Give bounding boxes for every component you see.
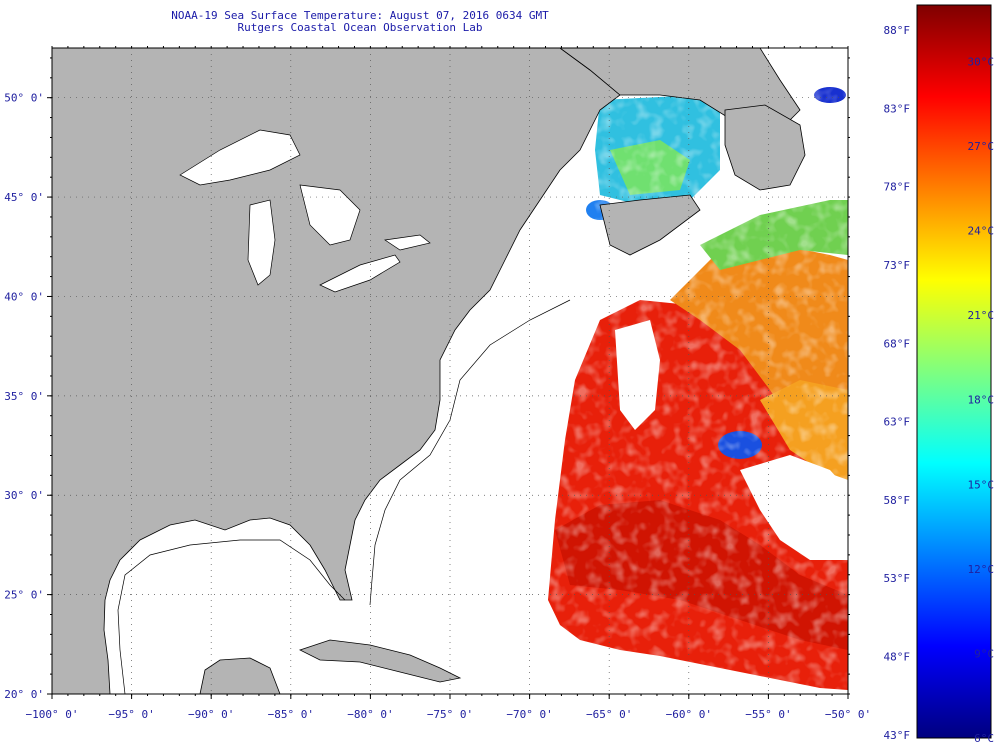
colorbar-c-label: 30°C <box>968 55 995 68</box>
lake-michigan <box>247 199 276 286</box>
lon-tick-label: −65° 0' <box>586 708 632 721</box>
colorbar-f-label: 78°F <box>884 181 911 194</box>
lon-tick-label: −70° 0' <box>506 708 552 721</box>
lon-tick-label: −75° 0' <box>427 708 473 721</box>
land-north-america <box>52 48 621 694</box>
colorbar-celsius-labels: 30°C 27°C 24°C 21°C 18°C 15°C 12°C 9°C 6°C <box>968 55 995 745</box>
lat-tick-label: 25° 0' <box>4 589 44 602</box>
colorbar-f-label: 63°F <box>884 416 911 429</box>
land-cuba <box>298 639 462 683</box>
latitude-labels: 50° 0' 45° 0' 40° 0' 35° 0' 30° 0' 25° 0' 20° … <box>4 92 44 701</box>
colorbar-c-label: 9°C <box>974 647 994 660</box>
lon-tick-label: −55° 0' <box>745 708 791 721</box>
lake-erie <box>319 254 401 293</box>
lake-ontario <box>384 234 431 251</box>
colorbar-c-label: 27°C <box>968 140 995 153</box>
gulf-shelf-contour <box>117 539 346 694</box>
lon-tick-label: −95° 0' <box>108 708 154 721</box>
colorbar-c-label: 6°C <box>974 732 994 745</box>
lake-superior <box>179 129 301 186</box>
colorbar-f-label: 68°F <box>884 337 911 350</box>
colorbar-c-label: 15°C <box>968 478 995 491</box>
colorbar-c-label: 18°C <box>968 394 995 407</box>
lon-tick-label: −85° 0' <box>268 708 314 721</box>
lon-tick-label: −50° 0' <box>825 708 871 721</box>
land-yucatan <box>199 657 281 694</box>
colorbar-c-label: 24°C <box>968 225 995 238</box>
lat-tick-label: 40° 0' <box>4 290 44 303</box>
colorbar-f-label: 83°F <box>884 102 911 115</box>
colorbar-fahrenheit-labels: 88°F 83°F 78°F 73°F 68°F 63°F 58°F 53°F 48°F 43°F <box>884 24 911 742</box>
lat-tick-label: 20° 0' <box>4 688 44 701</box>
lake-huron <box>299 184 361 246</box>
colorbar-f-label: 88°F <box>884 24 911 37</box>
land-nova-scotia <box>599 194 701 256</box>
map-title: NOAA-19 Sea Surface Temperature: August … <box>171 9 549 22</box>
gridlines <box>52 48 848 694</box>
colorbar-c-label: 21°C <box>968 309 995 322</box>
lon-tick-label: −90° 0' <box>188 708 234 721</box>
axis-ticks <box>47 46 850 699</box>
colorbar-f-label: 73°F <box>884 259 911 272</box>
lon-tick-label: −80° 0' <box>347 708 393 721</box>
colorbar-f-label: 53°F <box>884 572 911 585</box>
lat-tick-label: 35° 0' <box>4 390 44 403</box>
colorbar-f-label: 58°F <box>884 494 911 507</box>
lat-tick-label: 30° 0' <box>4 489 44 502</box>
lat-tick-label: 45° 0' <box>4 191 44 204</box>
land-newfoundland <box>724 104 806 191</box>
colorbar-f-label: 43°F <box>884 729 911 742</box>
lon-tick-label: −100° 0' <box>26 708 79 721</box>
colorbar-c-label: 12°C <box>968 563 995 576</box>
shelf-contour <box>369 299 571 606</box>
lon-tick-label: −60° 0' <box>666 708 712 721</box>
colorbar <box>916 4 992 739</box>
lat-tick-label: 50° 0' <box>4 92 44 105</box>
map-subtitle: Rutgers Coastal Ocean Observation Lab <box>237 21 483 34</box>
colorbar-f-label: 48°F <box>884 651 911 664</box>
longitude-labels: −100° 0' −95° 0' −90° 0' −85° 0' −80° 0' −75°… <box>26 708 872 721</box>
